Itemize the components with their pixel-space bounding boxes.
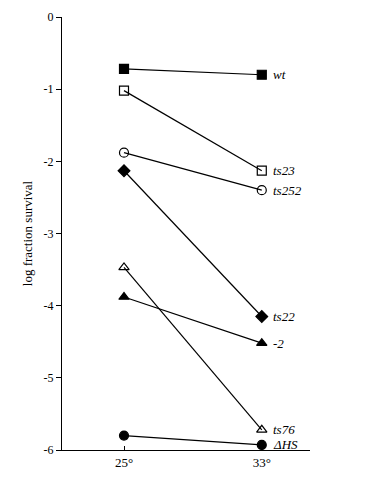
svg-text:ts76: ts76 — [273, 422, 295, 437]
svg-text:33°: 33° — [253, 455, 271, 470]
svg-text:25°: 25° — [115, 455, 133, 470]
svg-text:ts252: ts252 — [273, 183, 302, 198]
svg-text:ts23: ts23 — [273, 163, 295, 178]
svg-text:-1: -1 — [44, 82, 54, 96]
svg-text:-3: -3 — [44, 227, 54, 241]
svg-text:-2: -2 — [273, 336, 284, 351]
svg-text:wt: wt — [273, 67, 286, 82]
svg-text:0: 0 — [48, 10, 54, 24]
svg-text:log fraction survival: log fraction survival — [20, 180, 35, 286]
svg-text:-4: -4 — [44, 299, 54, 313]
svg-text:-6: -6 — [44, 443, 54, 457]
svg-text:ΔHS: ΔHS — [273, 437, 298, 452]
svg-text:-2: -2 — [44, 155, 54, 169]
svg-text:-5: -5 — [44, 371, 54, 385]
svg-text:ts22: ts22 — [273, 309, 295, 324]
